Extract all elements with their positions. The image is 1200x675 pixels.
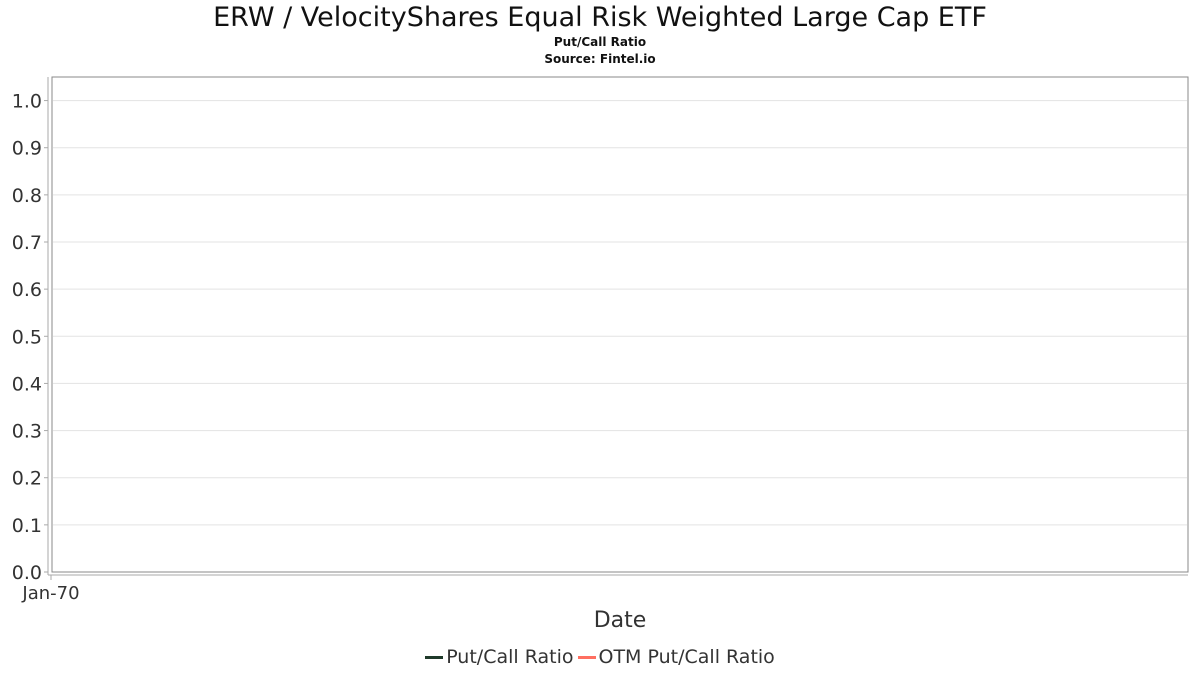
legend-item-otm-put-call: OTM Put/Call Ratio xyxy=(577,646,775,668)
legend-label-put-call: Put/Call Ratio xyxy=(446,646,574,668)
y-tick-label: 1.0 xyxy=(12,91,42,113)
plot-frame xyxy=(51,76,1189,573)
y-tick-label: 0.6 xyxy=(12,279,42,301)
legend-swatch-otm-put-call xyxy=(577,655,596,659)
x-axis-label: Date xyxy=(593,608,647,633)
y-tick-label: 0.3 xyxy=(12,421,42,443)
y-tick-label: 0.7 xyxy=(12,232,42,254)
y-tick-label: 0.4 xyxy=(12,373,42,395)
y-tick-label: 0.0 xyxy=(12,562,42,584)
y-tick-label: 0.8 xyxy=(12,185,42,207)
y-tick-label: 0.1 xyxy=(12,515,42,537)
legend-label-otm-put-call: OTM Put/Call Ratio xyxy=(598,646,775,668)
x-tick-label: Jan-70 xyxy=(21,583,79,604)
chart-source: Source: Fintel.io xyxy=(544,52,656,66)
y-tick-label: 0.2 xyxy=(12,468,42,490)
legend-swatch-put-call xyxy=(425,655,444,659)
chart-subtitle: Put/Call Ratio xyxy=(553,35,647,49)
legend-item-put-call: Put/Call Ratio xyxy=(425,646,574,668)
y-tick-label: 0.5 xyxy=(12,326,42,348)
y-tick-label: 0.9 xyxy=(12,138,42,160)
chart-legend: Put/Call Ratio OTM Put/Call Ratio xyxy=(0,646,1200,668)
chart-title: ERW / VelocityShares Equal Risk Weighted… xyxy=(213,2,987,33)
